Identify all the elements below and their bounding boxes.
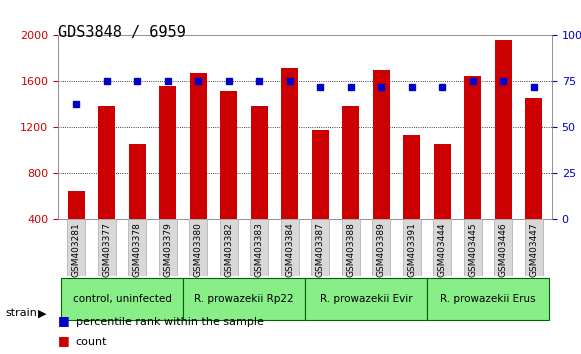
Bar	[129, 143, 146, 219]
Text: GSM403378: GSM403378	[133, 222, 142, 277]
FancyBboxPatch shape	[427, 278, 549, 320]
Text: ▶: ▶	[38, 308, 46, 318]
FancyBboxPatch shape	[98, 219, 116, 276]
Text: GSM403379: GSM403379	[163, 222, 173, 277]
Text: percentile rank within the sample: percentile rank within the sample	[76, 318, 263, 327]
Bar	[434, 143, 451, 219]
Text: strain: strain	[6, 308, 38, 318]
Bar	[342, 105, 359, 219]
Bar	[68, 191, 85, 219]
FancyBboxPatch shape	[403, 219, 421, 276]
FancyBboxPatch shape	[61, 278, 183, 320]
FancyBboxPatch shape	[311, 219, 329, 276]
Text: GSM403383: GSM403383	[255, 222, 264, 277]
FancyBboxPatch shape	[464, 219, 482, 276]
Text: GSM403391: GSM403391	[407, 222, 416, 277]
Text: GSM403281: GSM403281	[72, 222, 81, 277]
Text: GSM403446: GSM403446	[498, 222, 508, 277]
Text: R. prowazekii Evir: R. prowazekii Evir	[320, 294, 413, 304]
Text: count: count	[76, 337, 107, 347]
FancyBboxPatch shape	[372, 219, 390, 276]
Text: GSM403389: GSM403389	[376, 222, 386, 277]
Text: GSM403445: GSM403445	[468, 222, 477, 277]
FancyBboxPatch shape	[305, 278, 427, 320]
Text: GSM403388: GSM403388	[346, 222, 355, 277]
FancyBboxPatch shape	[67, 219, 85, 276]
Text: GDS3848 / 6959: GDS3848 / 6959	[58, 25, 186, 40]
Bar	[190, 73, 207, 219]
FancyBboxPatch shape	[183, 278, 305, 320]
Bar	[464, 76, 481, 219]
FancyBboxPatch shape	[281, 219, 299, 276]
Bar	[99, 105, 115, 219]
FancyBboxPatch shape	[159, 219, 177, 276]
FancyBboxPatch shape	[525, 219, 543, 276]
Text: control, uninfected: control, uninfected	[73, 294, 171, 304]
Text: GSM403377: GSM403377	[102, 222, 112, 277]
Text: R. prowazekii Rp22: R. prowazekii Rp22	[194, 294, 294, 304]
Bar	[281, 68, 298, 219]
Bar	[159, 86, 176, 219]
Text: ■: ■	[58, 314, 70, 327]
Text: GSM403380: GSM403380	[194, 222, 203, 277]
Text: ■: ■	[58, 334, 70, 347]
FancyBboxPatch shape	[189, 219, 207, 276]
FancyBboxPatch shape	[494, 219, 512, 276]
FancyBboxPatch shape	[128, 219, 146, 276]
Text: R. prowazekii Erus: R. prowazekii Erus	[440, 294, 536, 304]
FancyBboxPatch shape	[220, 219, 238, 276]
Bar	[373, 70, 390, 219]
FancyBboxPatch shape	[250, 219, 268, 276]
Bar	[251, 105, 268, 219]
Text: GSM403384: GSM403384	[285, 222, 295, 277]
Text: GSM403447: GSM403447	[529, 222, 538, 277]
Bar	[495, 40, 511, 219]
FancyBboxPatch shape	[433, 219, 451, 276]
Bar	[312, 130, 329, 219]
Bar	[403, 136, 420, 219]
Bar	[220, 91, 237, 219]
Text: GSM403387: GSM403387	[315, 222, 325, 277]
FancyBboxPatch shape	[342, 219, 360, 276]
Text: GSM403382: GSM403382	[224, 222, 234, 277]
Bar	[525, 97, 542, 219]
Text: GSM403444: GSM403444	[437, 222, 447, 277]
